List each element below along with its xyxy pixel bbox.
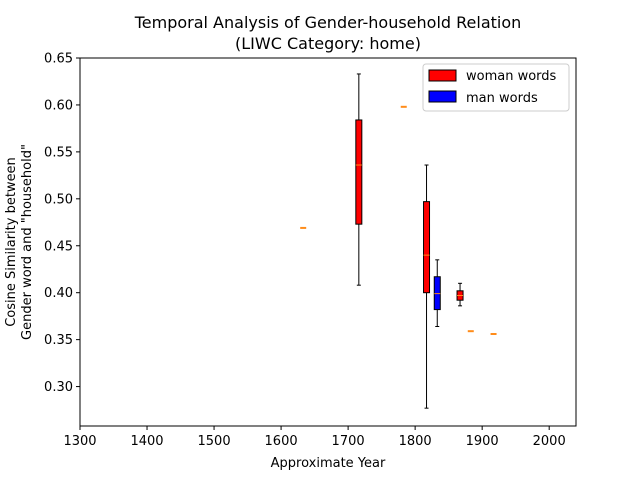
y-axis: 0.30 0.35 0.40 0.45 0.50 0.55 0.60 0.65: [44, 52, 80, 395]
plot-area: [80, 58, 576, 426]
legend: woman words man words: [422, 63, 570, 112]
y-tick-label: 0.65: [44, 52, 73, 67]
x-tick-label: 1400: [130, 434, 163, 449]
box-body: [423, 201, 431, 294]
x-tick-label: 1800: [399, 434, 432, 449]
legend-label-woman: woman words: [466, 69, 557, 84]
y-tick-label: 0.35: [44, 333, 73, 348]
x-axis: 1300 1400 1500 1600 1700 1800 1900 2000: [63, 426, 566, 449]
y-axis-label-line2: Gender word and "household": [20, 144, 35, 340]
y-tick-label: 0.45: [44, 239, 73, 254]
plot-frame: [79, 57, 577, 427]
legend-frame: [422, 63, 570, 112]
box-series: [300, 73, 497, 409]
legend-swatch-man: [428, 90, 457, 103]
y-tick-label: 0.40: [44, 286, 73, 301]
chart-title-line2: (LIWC Category: home): [235, 34, 421, 53]
x-axis-label: Approximate Year: [271, 456, 386, 471]
x-tick-label: 1300: [63, 434, 96, 449]
y-tick-label: 0.60: [44, 98, 73, 113]
y-axis-label-line1: Cosine Similarity between: [4, 157, 19, 327]
legend-swatch-woman: [428, 69, 457, 82]
x-tick-label: 1700: [332, 434, 365, 449]
box-body: [355, 119, 363, 225]
x-tick-label: 1600: [265, 434, 298, 449]
y-tick-label: 0.30: [44, 380, 73, 395]
chart-title-line1: Temporal Analysis of Gender-household Re…: [134, 13, 522, 32]
y-tick-label: 0.50: [44, 192, 73, 207]
y-tick-label: 0.55: [44, 145, 73, 160]
x-tick-label: 2000: [533, 434, 566, 449]
legend-label-man: man words: [466, 91, 538, 106]
x-tick-label: 1500: [198, 434, 231, 449]
x-tick-label: 1900: [466, 434, 499, 449]
